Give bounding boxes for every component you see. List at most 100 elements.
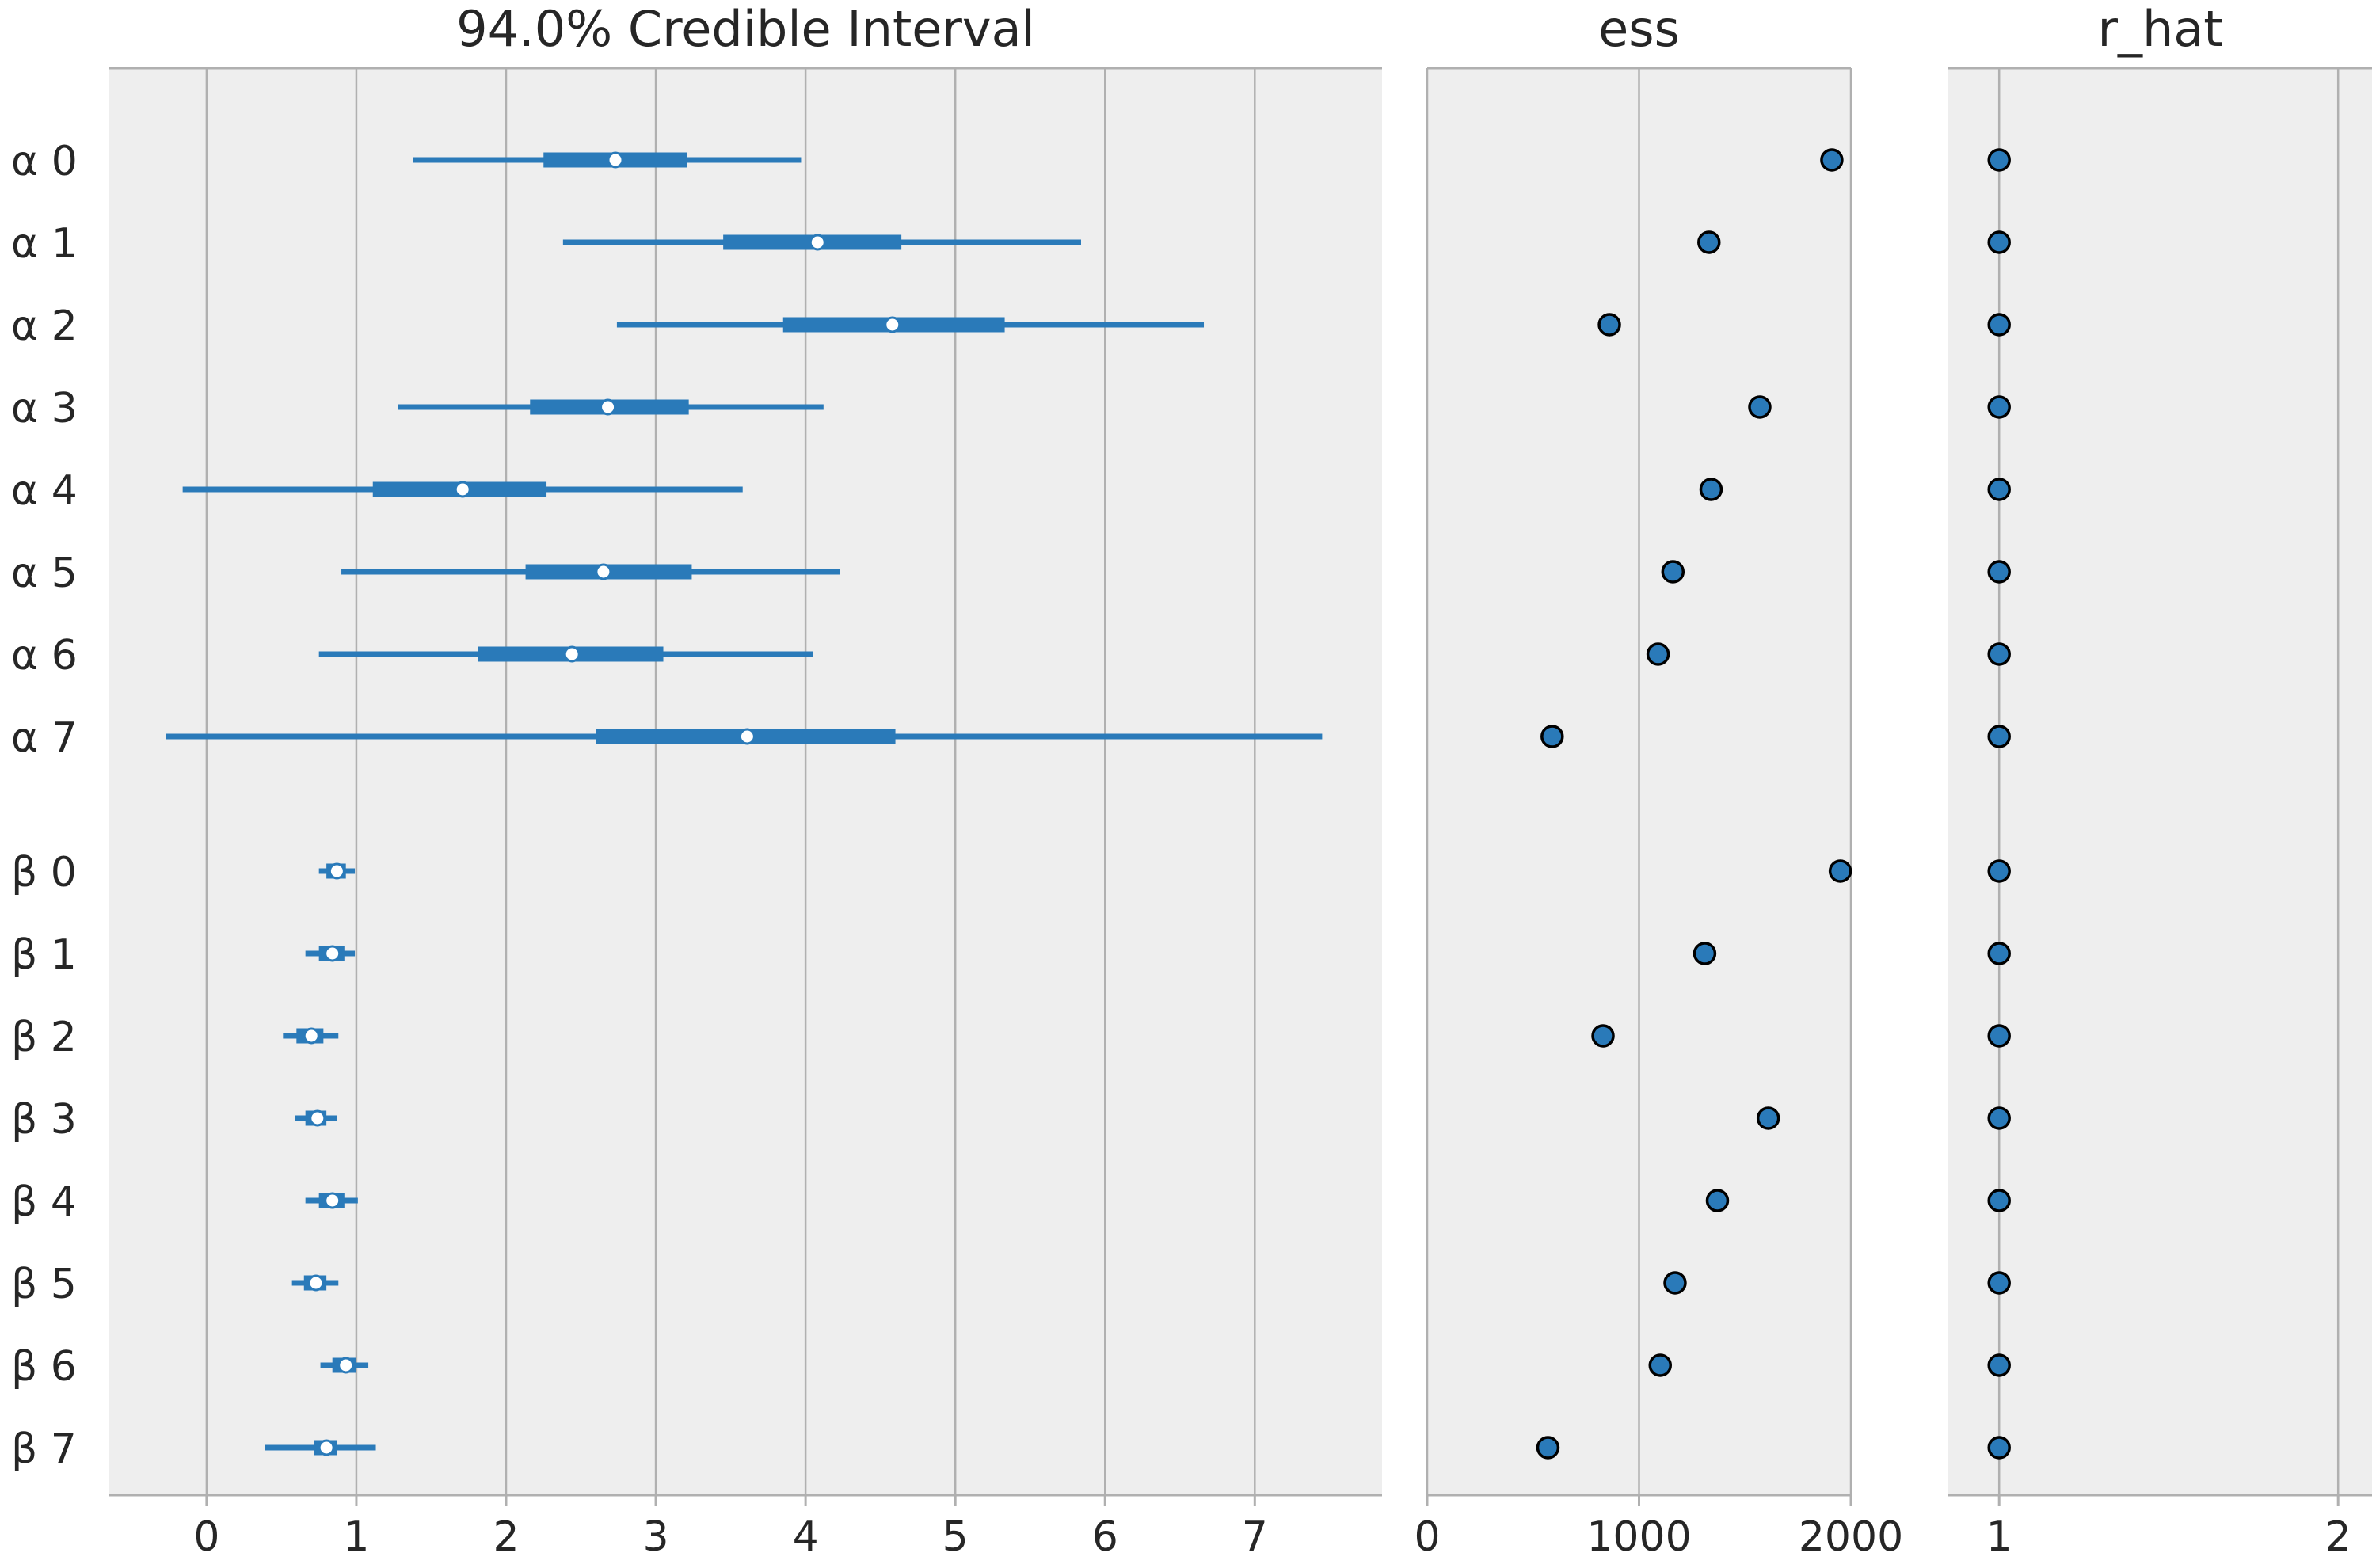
ess-point: [1756, 1106, 1780, 1130]
panel-title: ess: [1598, 0, 1680, 58]
ess-point: [1748, 395, 1772, 419]
median-marker: [595, 563, 612, 580]
interval-β 5: [291, 1274, 339, 1292]
interval-α 0: [413, 151, 802, 169]
x-tick-label: 2: [493, 1513, 519, 1561]
row-label: α 6: [11, 632, 78, 679]
panel-2: 1 2 r_hat: [1948, 0, 2372, 1561]
x-tick-label: 2000: [1799, 1513, 1903, 1561]
row-label: β 6: [11, 1343, 77, 1391]
x-tick-label: 3: [643, 1513, 669, 1561]
panel-background: [109, 68, 1382, 1495]
interval-α 7: [166, 728, 1323, 745]
median-marker: [738, 728, 756, 745]
r_hat-point: [1987, 725, 2011, 748]
panel-1: 0 1000 2000 ess: [1414, 0, 1903, 1561]
ess-point: [1820, 148, 1844, 172]
ess-point: [1828, 859, 1852, 883]
ess-point: [1699, 478, 1723, 501]
ess-point: [1693, 942, 1717, 965]
interval-β 3: [295, 1109, 337, 1127]
row-label: α 7: [11, 714, 78, 762]
r_hat-point: [1987, 1353, 2011, 1377]
r_hat-point: [1987, 478, 2011, 501]
median-marker: [607, 151, 624, 169]
row-label: α 0: [11, 138, 78, 185]
r_hat-point: [1987, 395, 2011, 419]
panel-background: [1948, 68, 2372, 1495]
median-marker: [328, 862, 345, 880]
panel-0: 0 1 2 3 4 5 6 7 94.0% Credible Interval: [109, 0, 1382, 1561]
median-marker: [454, 481, 471, 498]
median-marker: [884, 316, 901, 333]
ess-point: [1697, 230, 1721, 254]
ess-point: [1705, 1189, 1730, 1212]
x-tick-label: 1: [1986, 1513, 2012, 1561]
r_hat-point: [1987, 560, 2011, 584]
row-label: α 3: [11, 385, 78, 432]
interval-α 4: [182, 481, 743, 498]
interval-α 1: [562, 234, 1081, 251]
row-label: α 2: [11, 303, 78, 350]
interval-β 0: [318, 862, 356, 880]
row-label: β 3: [11, 1096, 77, 1144]
x-tick-label: 7: [1242, 1513, 1268, 1561]
median-marker: [563, 645, 581, 663]
r_hat-point: [1987, 313, 2011, 337]
ess-point: [1591, 1024, 1615, 1048]
panel-title: 94.0% Credible Interval: [456, 0, 1035, 58]
x-tick-label: 0: [193, 1513, 219, 1561]
median-marker: [324, 1192, 341, 1209]
r_hat-point: [1987, 859, 2011, 883]
r_hat-point: [1987, 642, 2011, 666]
row-label: β 5: [11, 1261, 77, 1308]
row-label: β 7: [11, 1425, 77, 1473]
x-tick-label: 2: [2325, 1513, 2351, 1561]
x-tick-label: 4: [793, 1513, 819, 1561]
row-labels: α 0 α 1 α 2 α 3 α 4 α 5 α 6 α 7 β 0 β 1 β 2 β 3 β 4 β…: [11, 138, 78, 1473]
median-marker: [324, 945, 341, 962]
r_hat-point: [1987, 230, 2011, 254]
interval-α 6: [318, 645, 813, 663]
interval-α 3: [398, 398, 824, 416]
row-label: β 4: [11, 1178, 77, 1226]
median-marker: [318, 1439, 335, 1456]
r_hat-point: [1987, 1106, 2011, 1130]
x-tick-label: 1: [343, 1513, 369, 1561]
row-label: β 2: [11, 1014, 77, 1061]
median-marker: [809, 234, 826, 251]
interval-α 5: [341, 563, 840, 580]
row-label: β 0: [11, 849, 77, 896]
ess-point: [1536, 1436, 1560, 1460]
median-marker: [600, 398, 617, 416]
median-marker: [303, 1027, 320, 1045]
x-tick-label: 0: [1414, 1513, 1440, 1561]
panels-layer: 0 1 2 3 4 5 6 7 94.0% Credible Interval 0 1000 2000…: [109, 0, 2372, 1561]
ess-point: [1540, 725, 1564, 748]
row-label: α 1: [11, 220, 78, 268]
ess-point: [1597, 313, 1621, 337]
panel-title: r_hat: [2097, 0, 2222, 58]
ess-point: [1663, 1271, 1687, 1295]
interval-α 2: [616, 316, 1205, 333]
r_hat-point: [1987, 1024, 2011, 1048]
r_hat-point: [1987, 1436, 2011, 1460]
median-marker: [309, 1109, 326, 1127]
x-tick-label: 5: [942, 1513, 969, 1561]
row-label: α 5: [11, 550, 78, 597]
ess-point: [1648, 1353, 1672, 1377]
interval-β 7: [265, 1439, 376, 1456]
row-label: β 1: [11, 931, 77, 979]
interval-β 6: [320, 1357, 369, 1374]
x-tick-label: 1000: [1586, 1513, 1691, 1561]
ess-point: [1661, 560, 1685, 584]
median-marker: [307, 1274, 325, 1292]
r_hat-point: [1987, 148, 2011, 172]
r_hat-point: [1987, 1271, 2011, 1295]
x-tick-label: 6: [1092, 1513, 1118, 1561]
interval-β 1: [305, 945, 356, 962]
median-marker: [337, 1357, 355, 1374]
r_hat-point: [1987, 942, 2011, 965]
ess-point: [1646, 642, 1670, 666]
